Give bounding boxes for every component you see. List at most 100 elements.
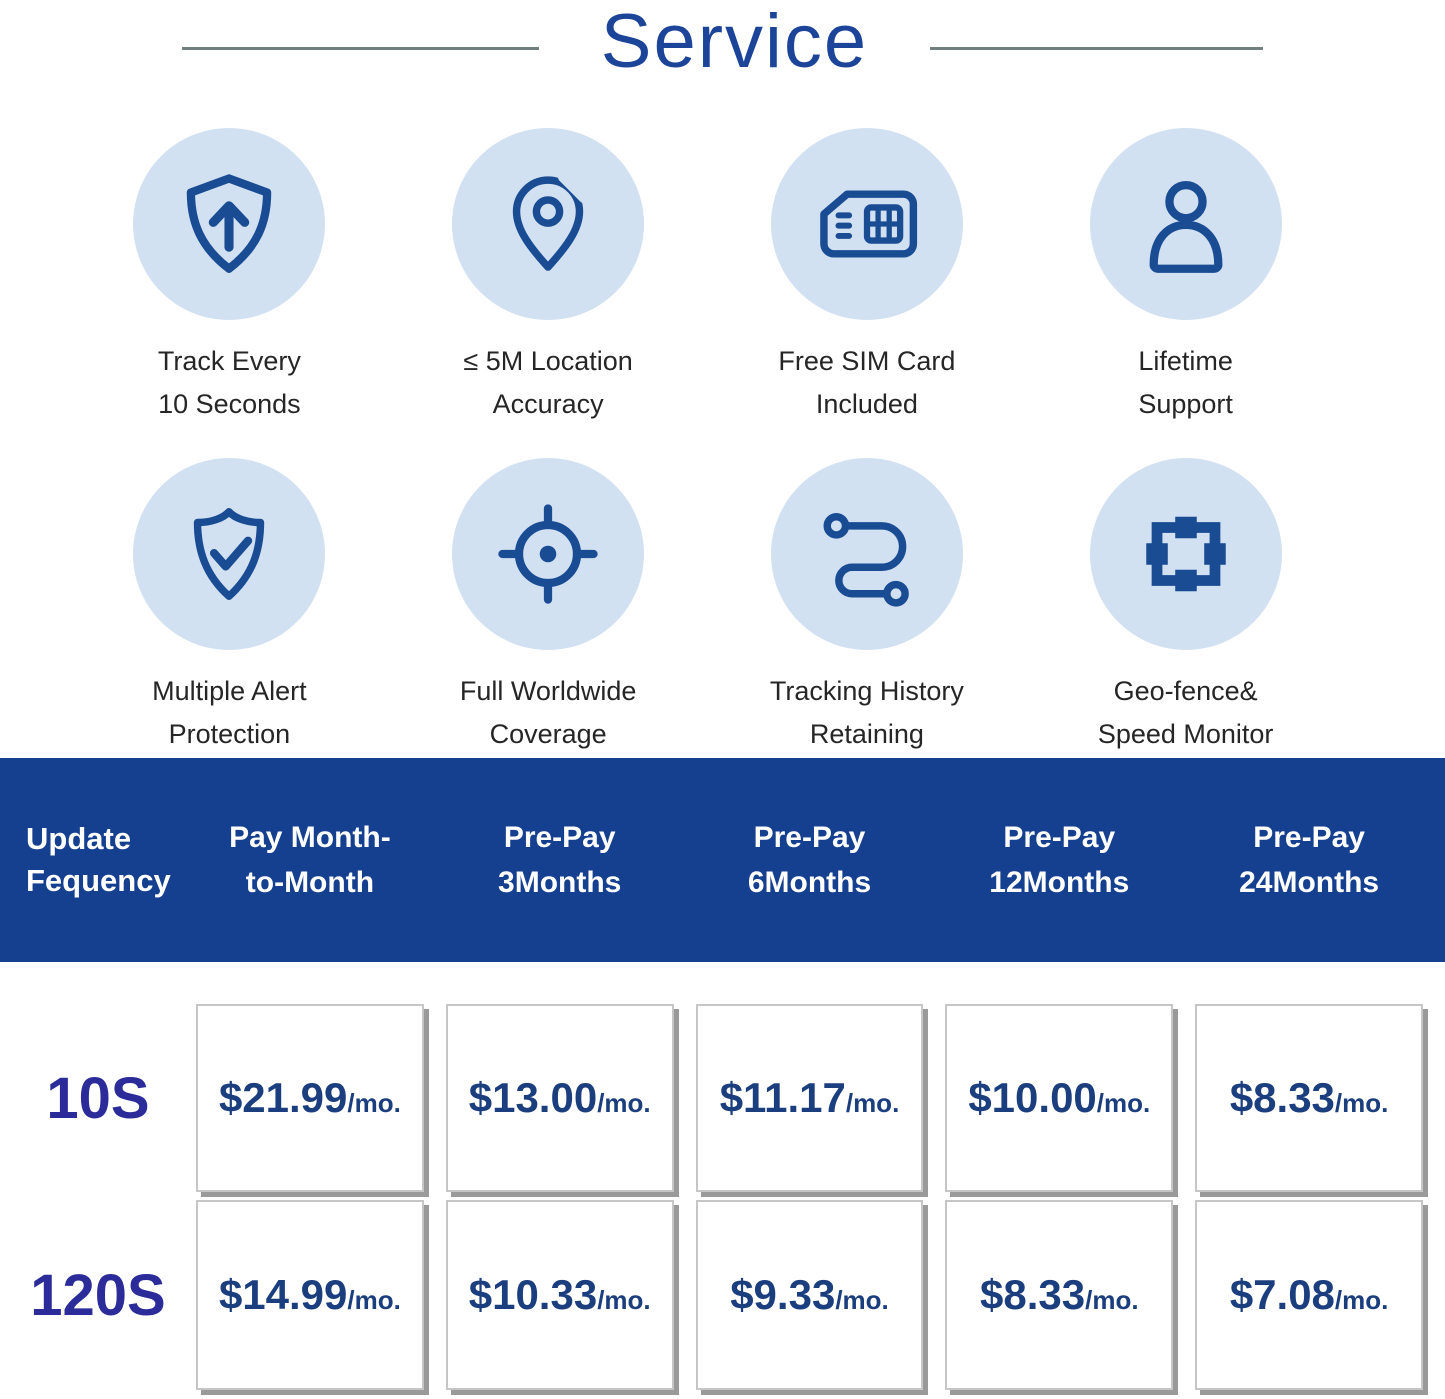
price-amount: $8.33: [980, 1271, 1086, 1318]
feature-label-line1: ≤ 5M Location: [463, 346, 633, 376]
plan-header-line2: 24Months: [1239, 866, 1380, 899]
price-row: 120S $14.99/mo. $10.33/mo. $9.33/mo. $8.33/m…: [0, 1200, 1445, 1390]
feature-label-line2: 10 Seconds: [158, 389, 301, 419]
price-unit: /mo.: [1334, 1285, 1389, 1315]
price-amount: $8.33: [1229, 1074, 1335, 1121]
price-card: $14.99/mo.: [196, 1200, 424, 1390]
price-cell: $14.99/mo.: [196, 1200, 446, 1390]
price-amount: $14.99: [218, 1271, 348, 1318]
price-amount: $21.99: [218, 1074, 348, 1121]
feature-label-line1: Multiple Alert: [152, 676, 307, 706]
price-card: $21.99/mo.: [196, 1004, 424, 1192]
price-unit: /mo.: [347, 1285, 401, 1315]
plan-header-line1: Pay Month-: [229, 821, 391, 854]
update-frequency-line2: Fequency: [26, 863, 171, 898]
price-cell: $9.33/mo.: [695, 1200, 946, 1390]
update-interval-label: 120S: [30, 1262, 166, 1328]
route-path-icon: [770, 458, 963, 650]
pricing-header-band: Update Fequency Pay Month-to-Month Pre-Pay 3…: [0, 758, 1445, 962]
title-rule-left: [181, 46, 539, 50]
plan-header-line2: 3Months: [498, 866, 622, 899]
feature-label: Track Every 10 Seconds: [158, 340, 301, 426]
feature-label: Lifetime Support: [1138, 340, 1233, 426]
feature-label-line2: Retaining: [809, 719, 924, 749]
price-cell: $10.33/mo.: [445, 1200, 696, 1390]
feature-label: ≤ 5M Location Accuracy: [463, 340, 632, 426]
feature-label-line1: Free SIM Card: [778, 346, 956, 376]
feature-item: Multiple Alert Protection: [70, 458, 389, 758]
price-unit: /mo.: [835, 1285, 889, 1315]
feature-label-line2: Support: [1138, 389, 1233, 419]
feature-item: ≤ 5M Location Accuracy: [389, 128, 708, 428]
plan-header-line1: Pre-Pay: [753, 821, 866, 854]
update-interval-label: 10S: [46, 1065, 150, 1131]
price-cell: $7.08/mo.: [1195, 1200, 1445, 1390]
features-grid: Track Every 10 Seconds ≤ 5M Location Accur…: [0, 128, 1445, 758]
plan-column-header: Pre-Pay 3Months: [446, 815, 674, 905]
feature-item: Geo-fence& Speed Monitor: [1026, 458, 1345, 758]
plan-header-line1: Pre-Pay: [503, 821, 616, 854]
price-card: $8.33/mo.: [1195, 1004, 1423, 1192]
plan-header-line1: Pre-Pay: [1253, 821, 1365, 854]
price-card: $11.17/mo.: [695, 1004, 924, 1192]
price-amount: $11.17: [719, 1074, 846, 1121]
feature-label-line2: Coverage: [489, 719, 607, 749]
price-card: $13.00/mo.: [445, 1004, 674, 1192]
price-cell: $21.99/mo.: [196, 1004, 446, 1192]
feature-label-line2: Included: [815, 389, 918, 419]
geo-fence-icon: [1089, 458, 1282, 650]
feature-label-line1: Lifetime: [1138, 346, 1233, 376]
feature-label-line1: Tracking History: [769, 676, 964, 706]
title-rule-right: [930, 46, 1264, 50]
price-card: $10.33/mo.: [445, 1200, 674, 1390]
update-frequency-line1: Update: [26, 821, 132, 856]
feature-label: Multiple Alert Protection: [152, 670, 307, 756]
feature-item: Tracking History Retaining: [708, 458, 1027, 758]
price-cell: $8.33/mo.: [1195, 1004, 1445, 1192]
feature-item: Lifetime Support: [1026, 128, 1345, 428]
price-card: $7.08/mo.: [1195, 1200, 1423, 1390]
feature-label-line1: Full Worldwide: [459, 676, 637, 706]
price-unit: /mo.: [1096, 1088, 1151, 1118]
price-amount: $13.00: [468, 1074, 598, 1121]
update-frequency-header: Update Fequency: [0, 818, 196, 902]
feature-label-line2: Accuracy: [492, 389, 604, 419]
feature-label: Geo-fence& Speed Monitor: [1098, 670, 1274, 756]
plan-column-header: Pre-Pay 6Months: [696, 815, 924, 905]
price-card: $9.33/mo.: [695, 1200, 924, 1390]
title-row: Service: [0, 0, 1445, 96]
price-amount: $7.08: [1229, 1271, 1335, 1318]
feature-label-line1: Track Every: [157, 346, 301, 376]
price-cell: $8.33/mo.: [945, 1200, 1195, 1390]
person-icon: [1089, 128, 1282, 320]
feature-item: Free SIM Card Included: [708, 128, 1027, 428]
plan-column-header: Pre-Pay 12Months: [945, 815, 1173, 905]
feature-item: Track Every 10 Seconds: [70, 128, 389, 428]
feature-label-line1: Geo-fence&: [1113, 676, 1258, 706]
price-card: $10.00/mo.: [945, 1004, 1174, 1192]
price-cell: $10.00/mo.: [945, 1004, 1195, 1192]
feature-label-line2: Protection: [168, 719, 291, 749]
feature-label: Free SIM Card Included: [778, 340, 955, 426]
crosshair-target-icon: [452, 458, 645, 650]
pricing-table: 10S $21.99/mo. $13.00/mo. $11.17/mo. $10.00/…: [0, 1004, 1445, 1390]
price-unit: /mo.: [845, 1088, 900, 1118]
sim-card-icon: [770, 128, 963, 320]
shield-check-icon: [133, 458, 326, 650]
price-row: 10S $21.99/mo. $13.00/mo. $11.17/mo. $10.00/…: [0, 1004, 1445, 1192]
plan-header-line2: 6Months: [747, 866, 872, 899]
plan-header-line2: 12Months: [989, 866, 1130, 899]
plan-column-header: Pre-Pay 24Months: [1195, 815, 1423, 905]
price-card: $8.33/mo.: [945, 1200, 1174, 1390]
price-amount: $9.33: [730, 1271, 836, 1318]
feature-item: Full Worldwide Coverage: [389, 458, 708, 758]
location-pin-icon: [452, 128, 645, 320]
price-unit: /mo.: [1334, 1088, 1389, 1118]
plan-header-line2: to-Month: [245, 866, 375, 899]
price-unit: /mo.: [1085, 1285, 1139, 1315]
feature-label: Tracking History Retaining: [770, 670, 964, 756]
price-unit: /mo.: [597, 1088, 651, 1118]
plan-header-line1: Pre-Pay: [1003, 821, 1116, 854]
price-amount: $10.33: [468, 1271, 598, 1318]
price-unit: /mo.: [597, 1285, 651, 1315]
